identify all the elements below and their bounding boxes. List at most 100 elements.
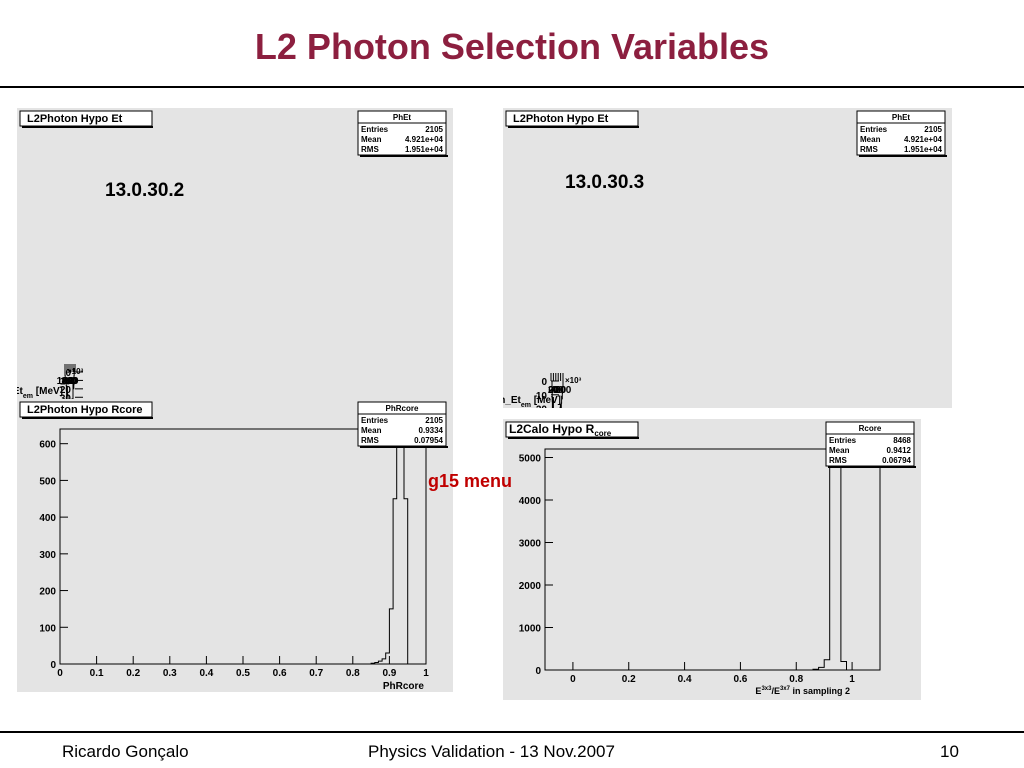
x-tick-label: 0.5 [236, 668, 250, 679]
histogram-bin [393, 499, 397, 664]
stats-box [825, 421, 915, 467]
stats-key: RMS [361, 145, 379, 154]
version-label: 13.0.30.2 [105, 180, 185, 201]
x-tick-label: 40 [550, 385, 562, 396]
y-tick-label: 5000 [519, 454, 542, 465]
stats-value: 2105 [425, 416, 443, 425]
histogram-phet-13-0-30-3: 0102030405060708090020406080100L2Photon … [503, 110, 947, 408]
stats-key: Mean [860, 135, 881, 144]
x-tick-label: 0.6 [273, 668, 287, 679]
y-tick-label: 20 [60, 385, 72, 396]
stats-key: Entries [860, 125, 888, 134]
title-tab-text: L2Photon Hypo Et [27, 113, 123, 125]
footer-center: Physics Validation - 13 Nov.2007 [368, 742, 615, 761]
histogram-bin [386, 653, 390, 664]
histogram-bin [397, 444, 401, 664]
x-tick-label: 0.6 [733, 674, 747, 685]
page-number: 10 [940, 742, 959, 761]
plot-frame [59, 428, 427, 665]
x-tick-label: 60 [63, 376, 75, 387]
x-tick-label: 0.2 [126, 668, 140, 679]
y-tick-label: 400 [39, 513, 56, 524]
x-tick-label: 0.8 [346, 668, 360, 679]
x-axis-multiplier: ×10³ [67, 367, 84, 376]
x-axis-label: Ph_Etem [MeV] [17, 386, 63, 400]
y-tick-label: 0 [535, 666, 541, 677]
stats-key: Mean [829, 446, 850, 455]
stats-value: 0.06794 [882, 456, 911, 465]
x-tick-label: 0.4 [199, 668, 213, 679]
histogram-bin [389, 609, 393, 664]
y-tick-label: 100 [39, 623, 56, 634]
stats-value: 4.921e+04 [405, 135, 444, 144]
g15-menu-label: g15 menu [428, 471, 513, 491]
histogram-bin [382, 659, 386, 664]
y-tick-label: 3000 [519, 539, 542, 550]
y-tick-label: 10 [536, 391, 548, 402]
x-tick-label: 0.2 [622, 674, 636, 685]
title-tab-text: L2Photon Hypo Et [513, 113, 609, 125]
y-tick-label: 600 [39, 440, 56, 451]
title-tab-text: L2Calo Hypo Rcore [509, 422, 612, 438]
plot-frame [544, 448, 881, 671]
stats-key: RMS [361, 436, 379, 445]
histogram-phet-13-0-30-2: 0102030405060708090020406080100L2Photon … [17, 110, 448, 400]
y-tick-label: 20 [536, 405, 548, 408]
stats-key: RMS [860, 145, 878, 154]
stats-box [357, 401, 447, 447]
histogram-outline [812, 457, 853, 671]
histogram-l2calo-rcore: 0 1000 2000 3000 4000 5000 0 0.2 0.4 0.6 0.8 1 L2Cal… [505, 421, 916, 696]
stats-key: Entries [829, 436, 857, 445]
histogram-outline [64, 371, 75, 400]
stats-value: 0.9334 [419, 426, 444, 435]
stats-value: 8468 [893, 436, 911, 445]
stats-title: Rcore [859, 424, 882, 433]
y-tick-label: 500 [39, 476, 56, 487]
stats-title: PhRcore [386, 404, 419, 413]
x-axis-label: PhRcore [383, 681, 425, 692]
x-tick-label: 0.4 [678, 674, 692, 685]
panel-phet-13-0-30-2: 0102030405060708090020406080100L2Photon … [17, 108, 453, 400]
y-tick-label: 1000 [519, 624, 542, 635]
y-tick-label: 30 [60, 393, 72, 400]
slide-title: L2 Photon Selection Variables [254, 26, 770, 67]
title-rule [0, 86, 1024, 88]
x-tick-label: 0.8 [789, 674, 803, 685]
x-tick-label: 0 [57, 668, 63, 679]
stats-key: RMS [829, 456, 847, 465]
x-tick-label: 0.3 [163, 668, 177, 679]
histogram-bin [378, 661, 382, 664]
x-tick-label: 0 [570, 674, 576, 685]
histogram-bin [400, 429, 404, 664]
x-tick-label: 20 [67, 376, 79, 387]
title-tab-text: L2Photon Hypo Rcore [27, 404, 143, 416]
stats-key: Entries [361, 416, 389, 425]
x-tick-label: 0 [548, 385, 554, 396]
histogram-bin [830, 458, 836, 671]
panel-l2calo-rcore: 0 1000 2000 3000 4000 5000 0 0.2 0.4 0.6 0.8 1 L2Cal… [503, 419, 921, 700]
stats-value: 0.07954 [414, 436, 443, 445]
stats-value: 4.921e+04 [904, 135, 943, 144]
stats-value: 0.9412 [887, 446, 912, 455]
footer-author: Ricardo Gonçalo [62, 742, 189, 761]
x-axis-label: Ph_Etem [MeV] [503, 395, 561, 408]
x-tick-label: 40 [65, 376, 77, 387]
x-tick-label: 0 [72, 376, 78, 387]
y-tick-label: 0 [50, 660, 56, 671]
x-tick-label: 80 [555, 385, 567, 396]
stats-key: Mean [361, 426, 382, 435]
y-tick-label: 200 [39, 587, 56, 598]
stats-key: Mean [361, 135, 382, 144]
x-axis-multiplier: ×10³ [565, 376, 582, 385]
histogram-bin [371, 663, 375, 664]
stats-title: PhEt [892, 113, 911, 122]
version-label: 13.0.30.3 [565, 172, 645, 193]
y-tick-label: 4000 [519, 496, 542, 507]
x-tick-label: 80 [61, 376, 73, 387]
histogram-bin [819, 667, 825, 670]
stats-value: 2105 [425, 125, 443, 134]
histogram-bin [813, 669, 819, 670]
histogram-outline [370, 428, 412, 665]
y-tick-label: 0 [541, 377, 547, 388]
stats-box [856, 110, 946, 156]
